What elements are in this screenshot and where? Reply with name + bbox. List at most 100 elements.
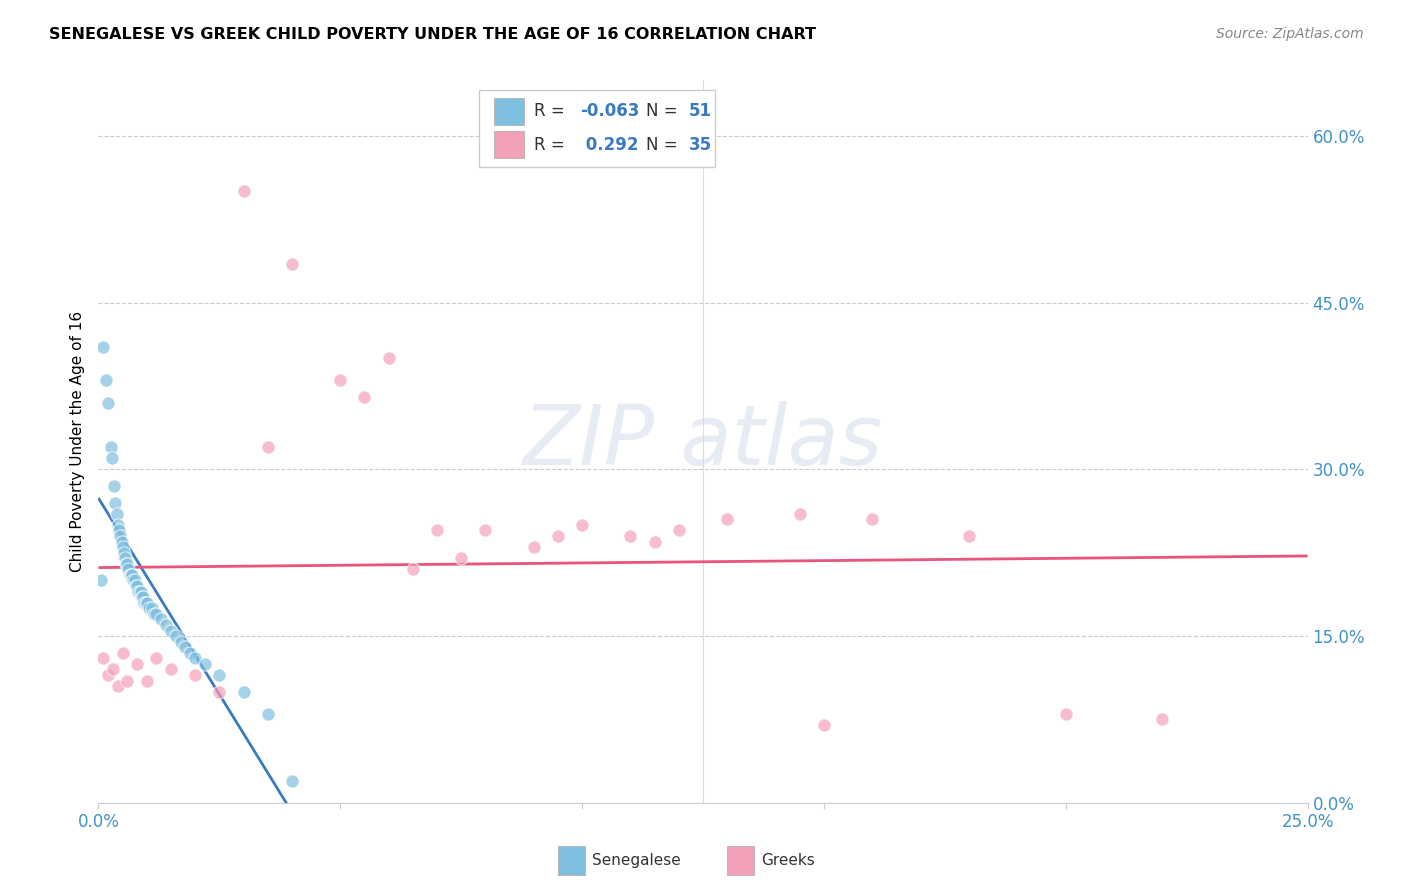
Text: Greeks: Greeks xyxy=(761,853,815,868)
Point xyxy=(813,718,835,732)
Point xyxy=(281,257,304,271)
Point xyxy=(132,590,155,604)
Point xyxy=(174,640,197,655)
Point xyxy=(860,512,883,526)
Point xyxy=(232,684,254,698)
Point xyxy=(668,524,690,538)
Text: 35: 35 xyxy=(689,136,711,153)
Point xyxy=(194,657,217,671)
Point xyxy=(281,773,304,788)
Point xyxy=(120,568,142,582)
Point xyxy=(256,706,278,721)
Point xyxy=(547,529,569,543)
Point xyxy=(160,624,183,638)
Point xyxy=(208,684,231,698)
Point xyxy=(117,673,139,688)
Text: N =: N = xyxy=(647,103,683,120)
Bar xyxy=(727,847,754,875)
Point xyxy=(571,517,593,532)
Point xyxy=(134,596,156,610)
Point xyxy=(129,584,152,599)
Point xyxy=(111,540,134,554)
Point xyxy=(103,479,125,493)
Point xyxy=(100,440,122,454)
Point xyxy=(114,551,136,566)
Point xyxy=(125,579,148,593)
Text: -0.063: -0.063 xyxy=(579,103,640,120)
Point xyxy=(179,646,201,660)
Point xyxy=(450,551,472,566)
Point xyxy=(97,668,120,682)
Point xyxy=(402,562,425,576)
Point xyxy=(127,579,149,593)
Point xyxy=(90,574,112,588)
Point xyxy=(135,596,157,610)
Point xyxy=(112,546,135,560)
Bar xyxy=(558,847,585,875)
Text: R =: R = xyxy=(534,136,569,153)
Point xyxy=(138,601,160,615)
Point xyxy=(789,507,811,521)
Point xyxy=(957,529,980,543)
Point xyxy=(169,634,191,648)
Point xyxy=(155,618,177,632)
Point xyxy=(1054,706,1077,721)
Text: 0.292: 0.292 xyxy=(579,136,638,153)
Point xyxy=(101,451,124,466)
Point xyxy=(145,607,167,621)
Point xyxy=(135,596,157,610)
Text: Source: ZipAtlas.com: Source: ZipAtlas.com xyxy=(1216,27,1364,41)
Text: 51: 51 xyxy=(689,103,711,120)
Point xyxy=(124,574,146,588)
Point xyxy=(121,568,143,582)
Point xyxy=(184,668,207,682)
Point xyxy=(426,524,449,538)
Point xyxy=(131,590,153,604)
Point xyxy=(117,557,139,571)
Point xyxy=(122,574,145,588)
Point xyxy=(91,340,114,354)
Text: R =: R = xyxy=(534,103,569,120)
Point xyxy=(353,390,375,404)
Point xyxy=(145,651,167,665)
Point xyxy=(108,529,131,543)
Point xyxy=(111,646,134,660)
Point xyxy=(474,524,496,538)
Text: ZIP atlas: ZIP atlas xyxy=(523,401,883,482)
Point xyxy=(143,607,166,621)
Point xyxy=(111,534,134,549)
Point xyxy=(105,507,128,521)
Text: Senegalese: Senegalese xyxy=(592,853,681,868)
Point xyxy=(329,373,352,387)
Point xyxy=(644,534,666,549)
Point xyxy=(141,601,163,615)
Y-axis label: Child Poverty Under the Age of 16: Child Poverty Under the Age of 16 xyxy=(69,311,84,572)
Point xyxy=(97,395,120,409)
Point xyxy=(232,185,254,199)
Point xyxy=(91,651,114,665)
Text: N =: N = xyxy=(647,136,683,153)
Point xyxy=(619,529,641,543)
Point xyxy=(1152,713,1174,727)
Point xyxy=(128,584,150,599)
Point xyxy=(127,657,149,671)
Point xyxy=(107,679,129,693)
Point xyxy=(150,612,173,626)
Point xyxy=(256,440,278,454)
Point xyxy=(377,351,399,366)
Point xyxy=(107,524,129,538)
Point xyxy=(208,668,231,682)
Text: SENEGALESE VS GREEK CHILD POVERTY UNDER THE AGE OF 16 CORRELATION CHART: SENEGALESE VS GREEK CHILD POVERTY UNDER … xyxy=(49,27,817,42)
Point xyxy=(117,562,139,576)
Point xyxy=(135,673,157,688)
Point xyxy=(94,373,117,387)
Point xyxy=(165,629,187,643)
Point xyxy=(104,496,127,510)
Bar xyxy=(479,90,716,167)
Point xyxy=(127,584,149,599)
Point xyxy=(184,651,207,665)
Point xyxy=(523,540,546,554)
Point xyxy=(716,512,738,526)
Point xyxy=(115,557,138,571)
Point xyxy=(118,568,141,582)
